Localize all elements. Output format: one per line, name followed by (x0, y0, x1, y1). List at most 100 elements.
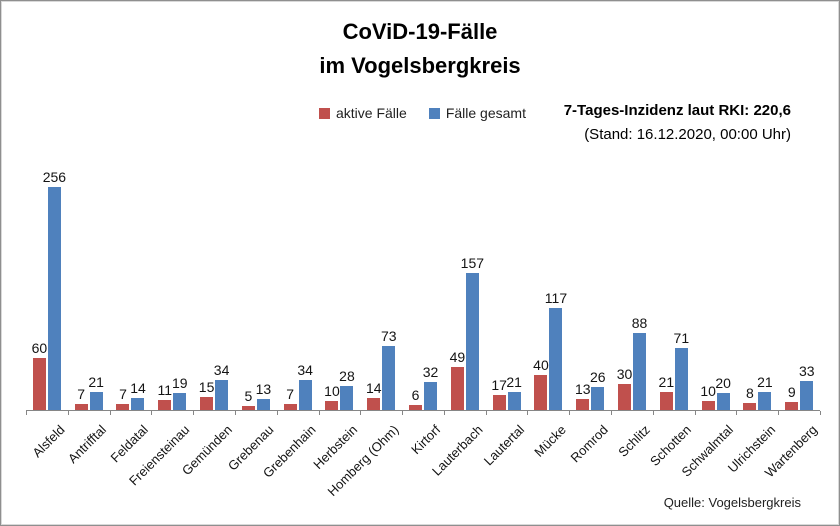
value-label: 32 (422, 364, 439, 380)
value-label: 8 (746, 385, 754, 401)
bar-active-5: 5 (241, 388, 255, 410)
category-group-1: 7 21 (68, 151, 110, 410)
category-group-13: 13 26 (569, 151, 611, 410)
bar-total-2: 14 (130, 380, 146, 410)
value-label: 40 (533, 357, 549, 373)
category-group-17: 8 21 (737, 151, 779, 410)
value-label: 73 (380, 328, 397, 344)
category-group-16: 10 20 (695, 151, 737, 410)
value-label: 5 (244, 388, 253, 404)
bar-active-9: 6 (409, 387, 423, 410)
incidence-date: (Stand: 16.12.2020, 00:00 Uhr) (584, 126, 791, 143)
bar-active-12: 40 (533, 357, 549, 410)
bar-active-15: 21 (659, 374, 674, 410)
bar-total-5: 13 (256, 381, 271, 410)
bar-active-13: 13 (575, 381, 591, 410)
value-label: 15 (198, 379, 215, 395)
bar-active-16: 10 (700, 383, 716, 410)
value-label: 71 (673, 330, 690, 346)
axis-tick (820, 411, 821, 415)
value-label: 60 (31, 340, 48, 356)
value-label: 10 (324, 383, 340, 399)
axis-tick (151, 411, 153, 415)
value-label: 7 (119, 386, 127, 402)
value-label: 13 (255, 381, 272, 397)
axis-tick (276, 411, 278, 415)
x-axis-label-11: Lautertal (480, 422, 528, 469)
bar-active-10: 49 (450, 349, 465, 410)
axis-tick (402, 411, 404, 415)
bar-active-14: 30 (617, 366, 632, 410)
value-label: 9 (787, 384, 796, 400)
bar-total-8: 73 (381, 328, 397, 410)
chart-title-line2: im Vogelsbergkreis (319, 53, 521, 78)
value-label: 34 (213, 362, 230, 378)
bar-active-6: 7 (283, 386, 297, 410)
value-label: 157 (460, 255, 485, 271)
value-label: 49 (449, 349, 466, 365)
value-label: 19 (171, 375, 188, 391)
bar-active-4: 15 (199, 379, 214, 410)
legend: aktive Fälle Fälle gesamt (319, 105, 526, 121)
value-label: 13 (574, 381, 591, 397)
bar-active-0: 60 (32, 340, 47, 410)
x-axis-label-13: Romrod (567, 422, 611, 466)
axis-tick (778, 411, 780, 415)
category-group-11: 17 21 (486, 151, 528, 410)
axis-tick (234, 411, 236, 415)
value-label: 11 (157, 382, 173, 398)
category-group-6: 7 34 (277, 151, 319, 410)
incidence-value: 7-Tages-Inzidenz laut RKI: 220,6 (563, 102, 791, 119)
bar-active-2: 7 (116, 386, 130, 410)
value-label: 30 (616, 366, 633, 382)
value-label: 7 (77, 386, 86, 402)
axis-tick (652, 411, 654, 415)
bar-active-17: 8 (743, 385, 757, 410)
bar-total-10: 157 (461, 255, 484, 410)
bar-active-11: 17 (491, 377, 507, 410)
bar-total-13: 26 (590, 369, 606, 410)
category-group-14: 30 88 (611, 151, 653, 410)
value-label: 10 (700, 383, 716, 399)
value-label: 34 (297, 362, 313, 378)
legend-swatch-red-icon (319, 107, 330, 119)
axis-tick (109, 411, 111, 415)
value-label: 17 (491, 377, 507, 393)
value-label: 28 (339, 368, 355, 384)
bar-total-11: 21 (506, 374, 522, 410)
value-label: 7 (286, 386, 295, 402)
value-label: 14 (365, 380, 382, 396)
value-label: 21 (506, 374, 522, 390)
category-group-10: 49 157 (444, 151, 486, 410)
value-label: 14 (130, 380, 146, 396)
value-label: 21 (658, 374, 675, 390)
value-label: 117 (544, 290, 568, 306)
legend-item-faelle-gesamt: Fälle gesamt (428, 105, 526, 121)
axis-tick (360, 411, 362, 415)
source-note: Quelle: Vogelsbergkreis (663, 495, 801, 510)
value-label: 21 (757, 374, 773, 390)
bar-total-9: 32 (423, 364, 438, 410)
axis-tick (694, 411, 696, 415)
bar-total-12: 117 (545, 290, 567, 410)
plot-area: 60 256 7 21 7 14 11 19 15 34 5 13 7 34 10 28 14 73 6 32 49 15… (26, 151, 820, 410)
category-group-0: 60 256 (26, 151, 68, 410)
x-axis-label-14: Schlitz (614, 422, 653, 460)
axis-tick (736, 411, 738, 415)
bar-total-0: 256 (43, 169, 66, 410)
x-axis-label-9: Kirtorf (408, 422, 444, 458)
legend-label-aktive-faelle: aktive Fälle (336, 105, 407, 121)
axis-tick (527, 411, 529, 415)
axis-tick (569, 411, 571, 415)
x-axis-line (26, 410, 820, 411)
legend-swatch-blue-icon (428, 107, 440, 119)
legend-label-faelle-gesamt: Fälle gesamt (445, 105, 526, 121)
bar-total-17: 21 (757, 374, 773, 410)
chart-title-line1: CoViD-19-Fälle (342, 19, 498, 44)
category-group-3: 11 19 (151, 151, 193, 410)
x-axis-label-12: Mücke (531, 422, 569, 460)
category-group-5: 5 13 (235, 151, 277, 410)
bar-active-18: 9 (785, 384, 799, 410)
bar-total-1: 21 (88, 374, 104, 410)
value-label: 20 (715, 375, 731, 391)
